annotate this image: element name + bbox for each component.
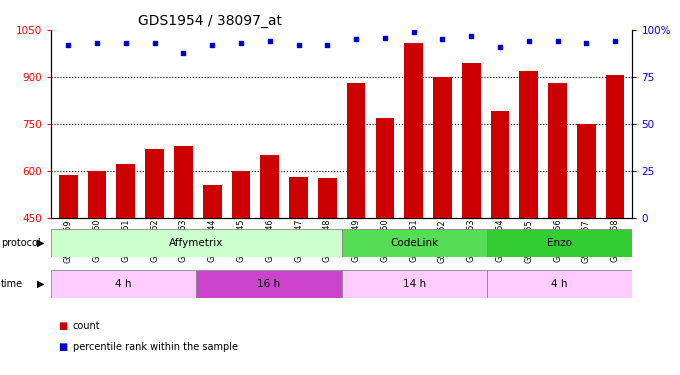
Point <box>235 40 246 46</box>
Bar <box>548 83 567 358</box>
Bar <box>203 185 222 358</box>
Bar <box>341 229 487 257</box>
Text: time: time <box>1 279 23 289</box>
Point <box>92 40 103 46</box>
Bar <box>375 117 394 358</box>
Text: Enzo: Enzo <box>547 238 573 248</box>
Bar <box>462 63 481 358</box>
Point <box>149 40 160 46</box>
Bar <box>59 176 78 358</box>
Bar <box>174 146 192 358</box>
Bar <box>232 171 250 358</box>
Point <box>408 29 419 35</box>
Text: percentile rank within the sample: percentile rank within the sample <box>73 342 238 352</box>
Bar <box>520 70 538 358</box>
Point <box>552 38 563 44</box>
Bar <box>606 75 624 358</box>
Point <box>265 38 275 44</box>
Text: ▶: ▶ <box>37 238 45 248</box>
Bar <box>197 270 341 298</box>
Point <box>494 44 505 50</box>
Bar <box>347 83 365 358</box>
Bar <box>487 229 632 257</box>
Bar <box>433 77 452 358</box>
Point <box>120 40 131 46</box>
Text: protocol: protocol <box>1 238 40 248</box>
Text: ■: ■ <box>58 321 67 331</box>
Text: GDS1954 / 38097_at: GDS1954 / 38097_at <box>138 13 282 28</box>
Bar <box>577 124 596 358</box>
Bar <box>51 229 341 257</box>
Point <box>524 38 534 44</box>
Text: ■: ■ <box>58 342 67 352</box>
Point <box>178 50 189 55</box>
Point <box>437 36 448 42</box>
Bar <box>146 149 164 358</box>
Bar <box>487 270 632 298</box>
Point <box>293 42 304 48</box>
Point <box>610 38 621 44</box>
Point <box>351 36 362 42</box>
Bar <box>491 111 509 358</box>
Point <box>207 42 218 48</box>
Text: count: count <box>73 321 101 331</box>
Bar <box>318 178 337 358</box>
Text: 16 h: 16 h <box>258 279 281 289</box>
Bar <box>405 42 423 358</box>
Point <box>581 40 592 46</box>
Text: Affymetrix: Affymetrix <box>169 238 224 248</box>
Bar <box>116 164 135 358</box>
Text: ▶: ▶ <box>37 279 45 289</box>
Bar <box>51 270 197 298</box>
Point <box>322 42 333 48</box>
Bar <box>260 155 279 358</box>
Point <box>379 34 390 40</box>
Bar <box>341 270 487 298</box>
Text: 4 h: 4 h <box>116 279 132 289</box>
Text: CodeLink: CodeLink <box>390 238 439 248</box>
Point <box>63 42 73 48</box>
Bar <box>289 177 308 358</box>
Bar <box>88 171 106 358</box>
Text: 14 h: 14 h <box>403 279 426 289</box>
Point <box>466 33 477 39</box>
Text: 4 h: 4 h <box>551 279 568 289</box>
